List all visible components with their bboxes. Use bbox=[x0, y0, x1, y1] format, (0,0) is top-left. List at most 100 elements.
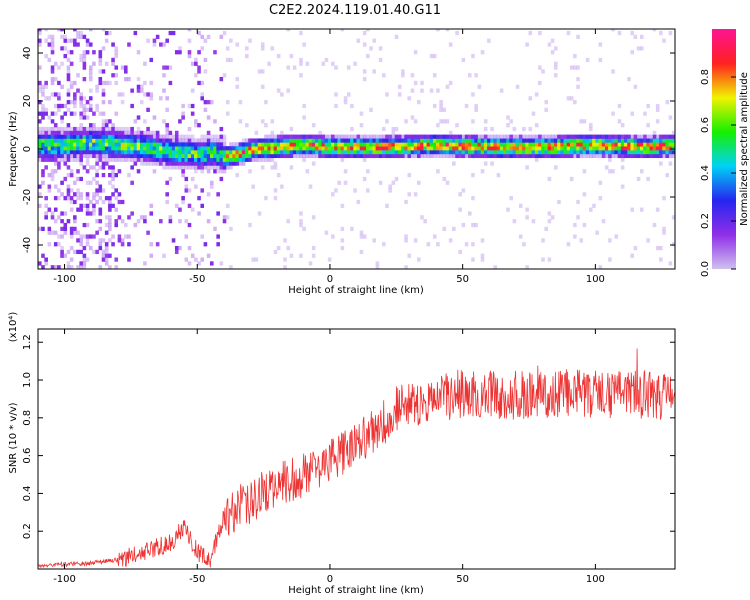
heatmap-cell bbox=[474, 107, 478, 112]
heatmap-cell bbox=[257, 138, 262, 143]
heatmap-cell bbox=[104, 61, 109, 66]
heatmap-cell bbox=[257, 146, 262, 151]
heatmap-cell bbox=[88, 96, 93, 101]
heatmap-cell bbox=[238, 142, 243, 147]
heatmap-cell bbox=[66, 38, 71, 43]
heatmap-cell bbox=[92, 176, 96, 182]
heatmap-cell bbox=[614, 142, 619, 147]
heatmap-cell bbox=[98, 242, 103, 247]
heatmap-cell bbox=[302, 103, 306, 109]
heatmap-cell bbox=[375, 265, 380, 269]
heatmap-cell bbox=[251, 157, 255, 162]
heatmap-cell bbox=[206, 130, 211, 135]
heatmap-cell bbox=[120, 146, 125, 151]
heatmap-cell bbox=[557, 153, 561, 159]
heatmap-cell bbox=[550, 149, 555, 155]
heatmap-cell bbox=[98, 138, 103, 143]
heatmap-cell bbox=[197, 261, 201, 266]
heatmap-cell bbox=[327, 134, 332, 139]
heatmap-cell bbox=[85, 211, 90, 216]
heatmap-cell bbox=[73, 149, 77, 155]
heatmap-cell bbox=[461, 146, 466, 151]
heatmap-cell bbox=[321, 61, 326, 66]
heatmap-cell bbox=[439, 138, 443, 143]
heatmap-cell bbox=[620, 134, 625, 139]
heatmap-cell bbox=[579, 119, 584, 124]
heatmap-cell bbox=[474, 142, 478, 147]
heatmap-cell bbox=[60, 146, 64, 151]
heatmap-cell bbox=[104, 38, 109, 43]
heatmap-cell bbox=[143, 146, 147, 151]
heatmap-cell bbox=[66, 100, 71, 105]
heatmap-cell bbox=[340, 146, 345, 151]
heatmap-cell bbox=[130, 134, 134, 139]
heatmap-cell bbox=[270, 134, 275, 139]
heatmap-cell bbox=[267, 153, 271, 159]
heatmap-cell bbox=[350, 142, 354, 147]
heatmap-cell bbox=[63, 138, 68, 143]
heatmap-cell bbox=[165, 123, 169, 128]
heatmap-cell bbox=[579, 138, 584, 143]
heatmap-cell bbox=[636, 176, 641, 182]
heatmap-cell bbox=[401, 138, 405, 143]
heatmap-cell bbox=[528, 153, 533, 159]
heatmap-cell bbox=[604, 138, 609, 143]
heatmap-cell bbox=[171, 138, 176, 143]
heatmap-cell bbox=[60, 61, 64, 66]
heatmap-cell bbox=[235, 77, 240, 82]
heatmap-cell bbox=[378, 142, 383, 147]
heatmap-cell bbox=[413, 134, 418, 139]
heatmap-cell bbox=[496, 153, 501, 159]
heatmap-cell bbox=[76, 207, 80, 212]
heatmap-cell bbox=[331, 149, 335, 155]
heatmap-cell bbox=[372, 238, 377, 243]
heatmap-cell bbox=[235, 157, 240, 162]
heatmap-cell bbox=[668, 134, 673, 139]
heatmap-cell bbox=[659, 245, 663, 251]
heatmap-cell bbox=[95, 149, 99, 155]
heatmap-cell bbox=[44, 96, 48, 101]
heatmap-cell bbox=[659, 161, 663, 166]
heatmap-cell bbox=[276, 149, 281, 155]
heatmap-cell bbox=[439, 142, 443, 147]
heatmap-cell bbox=[187, 149, 192, 155]
heatmap-cell bbox=[566, 242, 571, 247]
heatmap-cell bbox=[73, 215, 77, 220]
heatmap-cell bbox=[104, 130, 109, 135]
heatmap-cell bbox=[553, 153, 558, 159]
heatmap-cell bbox=[82, 253, 87, 258]
heatmap-cell bbox=[302, 149, 306, 155]
heatmap-cell bbox=[633, 134, 638, 139]
heatmap-cell bbox=[82, 53, 87, 59]
heatmap-cell bbox=[63, 149, 68, 155]
heatmap-cell bbox=[114, 134, 119, 139]
heatmap-cell bbox=[200, 257, 205, 262]
heatmap-cell bbox=[417, 149, 421, 155]
heatmap-cell bbox=[289, 53, 294, 59]
heatmap-cell bbox=[553, 46, 558, 51]
heatmap-cell bbox=[181, 196, 185, 201]
heatmap-cell bbox=[401, 134, 405, 139]
heatmap-cell bbox=[327, 257, 332, 262]
heatmap-cell bbox=[63, 253, 68, 258]
heatmap-cell bbox=[458, 134, 463, 139]
heatmap-cell bbox=[216, 242, 220, 247]
heatmap-cell bbox=[63, 38, 68, 43]
heatmap-cell bbox=[483, 149, 488, 155]
heatmap-cell bbox=[152, 38, 157, 43]
heatmap-cell bbox=[286, 65, 291, 70]
heatmap-cell bbox=[222, 157, 227, 162]
heatmap-cell bbox=[73, 103, 77, 109]
heatmap-cell bbox=[302, 226, 306, 231]
y-tick-label: 0.4 bbox=[22, 485, 33, 501]
heatmap-cell bbox=[286, 245, 291, 251]
heatmap-cell bbox=[92, 165, 96, 170]
heatmap-cell bbox=[385, 138, 389, 143]
heatmap-cell bbox=[139, 100, 144, 105]
heatmap-cell bbox=[573, 153, 577, 159]
heatmap-cell bbox=[589, 149, 593, 155]
heatmap-cell bbox=[538, 146, 542, 151]
heatmap-cell bbox=[394, 176, 399, 182]
heatmap-cell bbox=[528, 138, 533, 143]
heatmap-cell bbox=[560, 138, 564, 143]
